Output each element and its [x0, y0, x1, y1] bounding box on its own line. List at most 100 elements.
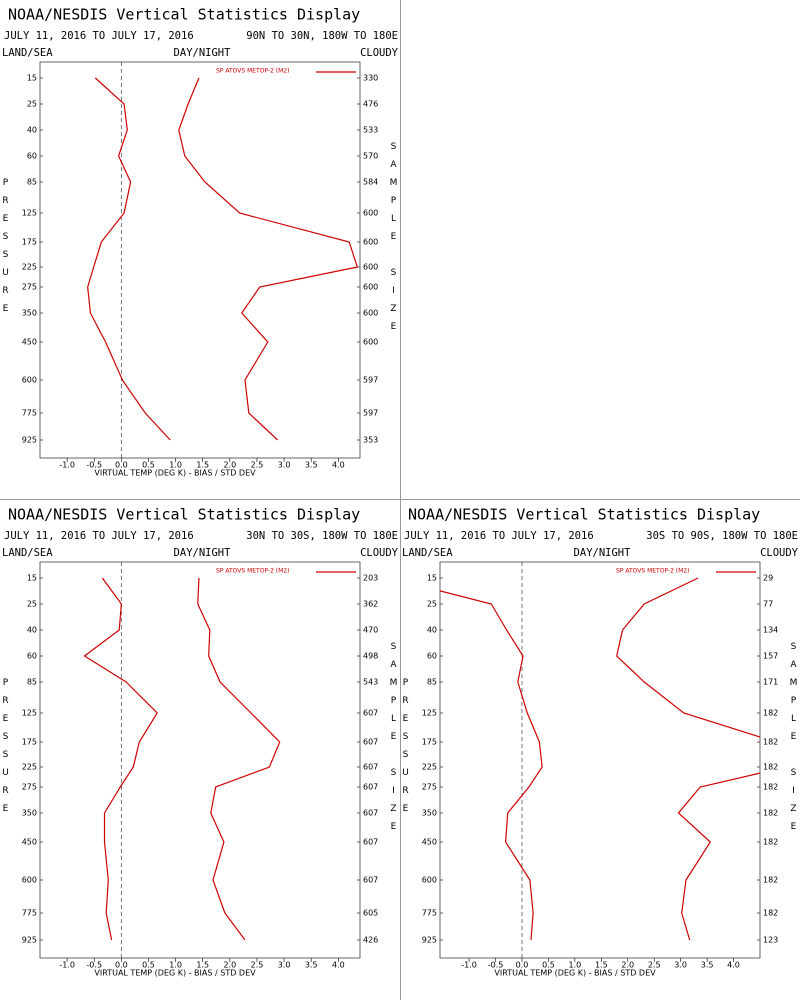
x-tick-label: 0.5	[142, 461, 155, 470]
sample-size: 600	[363, 238, 378, 247]
y-tick-label: 15	[27, 74, 37, 83]
sample-size: 470	[363, 626, 378, 635]
y-tick-label: 275	[22, 283, 37, 292]
x-tick-label: 4.0	[332, 961, 345, 970]
chart-title: NOAA/NESDIS Vertical Statistics Display	[8, 6, 360, 24]
x-tick-label: -0.5	[488, 961, 504, 970]
y-tick-label: 175	[22, 238, 37, 247]
day-night-label: DAY/NIGHT	[574, 547, 632, 559]
y-axis-label: PRESSURE	[1, 178, 11, 322]
y-tick-label: 275	[422, 783, 437, 792]
y-tick-label: 175	[422, 738, 437, 747]
sample-size: 134	[763, 626, 778, 635]
x-tick-label: -1.0	[59, 961, 75, 970]
y-tick-label: 450	[22, 338, 37, 347]
sample-size: 570	[363, 152, 378, 161]
date-range: JULY 11, 2016 TO JULY 17, 2016	[4, 30, 194, 42]
x-tick-label: 0.5	[142, 961, 155, 970]
sample-size: 182	[763, 909, 778, 918]
y-tick-label: 60	[427, 652, 437, 661]
legend-label: SP ATOVS METOP-2 (M2)	[616, 568, 689, 575]
sample-size: 426	[363, 936, 378, 945]
x-tick-label: 1.0	[169, 961, 182, 970]
panel: NOAA/NESDIS Vertical Statistics Display J…	[1, 6, 399, 478]
y2-axis-label: SAMPLE SIZE	[389, 642, 399, 840]
x-axis-label: VIRTUAL TEMP (DEG K) - BIAS / STD DEV	[94, 969, 256, 978]
y-tick-label: 40	[27, 626, 37, 635]
y-tick-label: 85	[27, 178, 37, 187]
std-dev-line	[197, 577, 281, 941]
y-tick-label: 125	[22, 709, 37, 718]
x-tick-label: 3.5	[305, 961, 318, 970]
y-tick-label: 925	[22, 936, 37, 945]
x-tick-label: 1.5	[196, 961, 209, 970]
sample-size: 600	[363, 283, 378, 292]
y-tick-label: 925	[22, 436, 37, 445]
y-tick-label: 275	[22, 783, 37, 792]
region: 90N TO 30N, 180W TO 180E	[246, 30, 398, 42]
x-tick-label: 4.0	[332, 461, 345, 470]
x-tick-label: 0.5	[542, 961, 555, 970]
x-tick-label: 0.0	[115, 961, 128, 970]
x-tick-label: 2.5	[251, 461, 264, 470]
y-tick-label: 225	[22, 763, 37, 772]
sample-size: 182	[763, 763, 778, 772]
bias-line	[87, 77, 171, 441]
sample-size: 182	[763, 809, 778, 818]
x-axis-label: VIRTUAL TEMP (DEG K) - BIAS / STD DEV	[494, 969, 656, 978]
sample-size: 182	[763, 738, 778, 747]
sample-size: 543	[363, 678, 378, 687]
chart-title: NOAA/NESDIS Vertical Statistics Display	[408, 506, 760, 524]
sample-size: 29	[763, 574, 773, 583]
y-tick-label: 450	[22, 838, 37, 847]
y-tick-label: 175	[22, 738, 37, 747]
x-tick-label: 1.5	[196, 461, 209, 470]
plot-frame	[39, 561, 361, 959]
sample-size: 182	[763, 709, 778, 718]
y-tick-label: 85	[427, 678, 437, 687]
region: 30N TO 30S, 180W TO 180E	[246, 530, 398, 542]
x-tick-label: 3.5	[305, 461, 318, 470]
day-night-label: DAY/NIGHT	[174, 547, 232, 559]
cloudy-label: CLOUDY	[360, 547, 399, 559]
sample-size: 607	[363, 809, 378, 818]
plot-frame	[439, 561, 761, 959]
chart-title: NOAA/NESDIS Vertical Statistics Display	[8, 506, 360, 524]
x-tick-label: 3.5	[701, 961, 714, 970]
x-tick-label: 3.0	[674, 961, 687, 970]
cloudy-label: CLOUDY	[360, 47, 399, 59]
sample-size: 171	[763, 678, 778, 687]
sample-size: 362	[363, 600, 378, 609]
y-tick-label: 25	[427, 600, 437, 609]
x-tick-label: 2.0	[223, 461, 236, 470]
plot-frame	[39, 61, 361, 459]
sample-size: 77	[763, 600, 773, 609]
sample-size: 498	[363, 652, 378, 661]
y-tick-label: 600	[22, 376, 37, 385]
sample-size: 607	[363, 738, 378, 747]
date-range: JULY 11, 2016 TO JULY 17, 2016	[4, 530, 194, 542]
legend-label: SP ATOVS METOP-2 (M2)	[216, 68, 289, 75]
y2-axis-label: SAMPLE SIZE	[389, 142, 399, 340]
x-tick-label: -1.0	[59, 461, 75, 470]
region: 30S TO 90S, 180W TO 180E	[646, 530, 798, 542]
sample-size: 353	[363, 436, 378, 445]
y-tick-label: 60	[27, 652, 37, 661]
y-axis-label: PRESSURE	[401, 678, 411, 822]
date-range: JULY 11, 2016 TO JULY 17, 2016	[404, 530, 594, 542]
x-tick-label: 2.0	[621, 961, 634, 970]
sample-size: 600	[363, 209, 378, 218]
panel: NOAA/NESDIS Vertical Statistics Display J…	[401, 506, 799, 978]
y-tick-label: 25	[27, 100, 37, 109]
sample-size: 182	[763, 876, 778, 885]
y-tick-label: 85	[27, 678, 37, 687]
y-tick-label: 450	[422, 838, 437, 847]
y-tick-label: 125	[422, 709, 437, 718]
bias-line	[83, 577, 158, 941]
sample-size: 182	[763, 838, 778, 847]
x-tick-label: -1.0	[461, 961, 477, 970]
sample-size: 182	[763, 783, 778, 792]
sample-size: 600	[363, 338, 378, 347]
y-tick-label: 225	[422, 763, 437, 772]
y-tick-label: 600	[22, 876, 37, 885]
